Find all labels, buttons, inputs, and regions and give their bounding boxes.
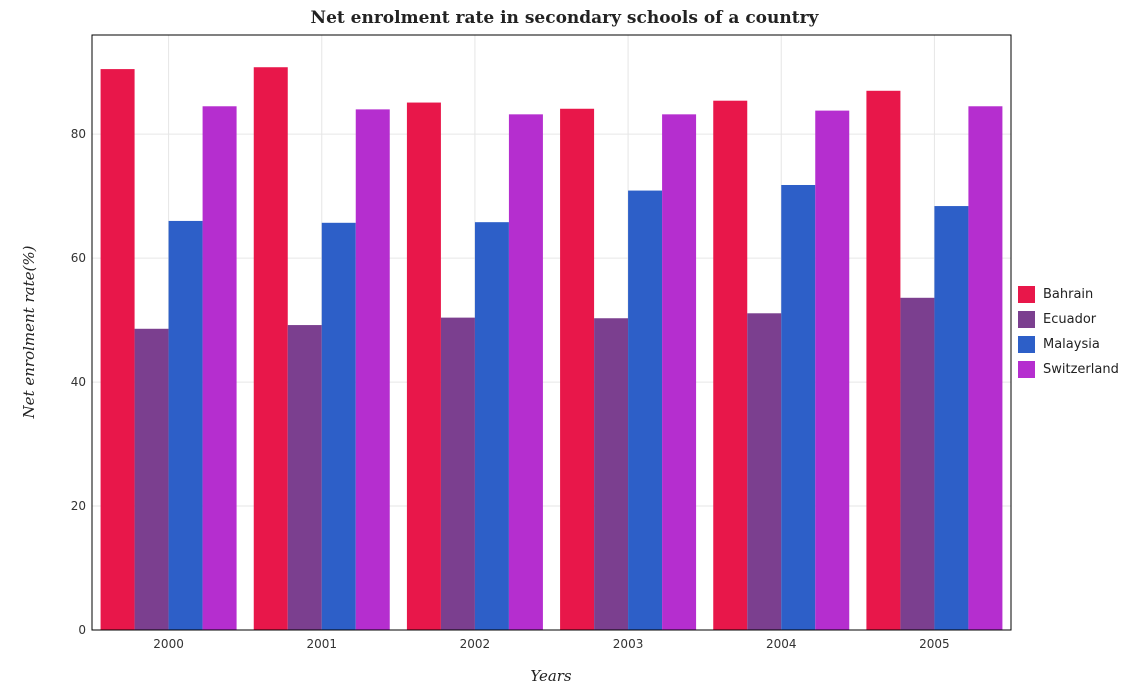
bar-malaysia-2002: [474, 222, 509, 631]
x-tick-label: 2003: [613, 637, 644, 651]
bar-bahrain-2004: [713, 100, 748, 630]
legend-label: Switzerland: [1043, 362, 1119, 377]
bar-switzerland-2003: [662, 114, 697, 631]
y-tick-label: 40: [71, 375, 86, 389]
bar-switzerland-2004: [815, 110, 850, 631]
x-tick-label: 2005: [919, 637, 950, 651]
legend-swatch: [1018, 311, 1035, 328]
legend-item-malaysia: Malaysia: [1018, 332, 1119, 357]
bar-ecuador-2000: [134, 328, 169, 630]
legend: Bahrain Ecuador Malaysia Switzerland: [1018, 282, 1119, 382]
legend-label: Malaysia: [1043, 337, 1100, 352]
bar-ecuador-2003: [594, 318, 629, 630]
legend-label: Bahrain: [1043, 287, 1094, 302]
bar-bahrain-2003: [560, 108, 595, 631]
bar-malaysia-2004: [781, 184, 816, 631]
bar-malaysia-2003: [628, 190, 663, 631]
bar-bahrain-2005: [866, 90, 901, 630]
bar-malaysia-2000: [168, 220, 203, 630]
bar-switzerland-2002: [508, 114, 543, 631]
bar-switzerland-2000: [202, 106, 237, 630]
y-tick-label: 20: [71, 499, 86, 513]
bar-ecuador-2004: [747, 313, 782, 630]
y-tick-label: 60: [71, 251, 86, 265]
legend-label: Ecuador: [1043, 312, 1097, 327]
bar-ecuador-2002: [440, 317, 475, 630]
bar-switzerland-2001: [355, 109, 390, 630]
legend-item-ecuador: Ecuador: [1018, 307, 1119, 332]
legend-swatch: [1018, 336, 1035, 353]
x-tick-label: 2001: [306, 637, 337, 651]
legend-swatch: [1018, 361, 1035, 378]
x-tick-label: 2002: [460, 637, 491, 651]
y-tick-label: 0: [78, 623, 86, 637]
x-tick-label: 2000: [153, 637, 184, 651]
bar-malaysia-2005: [934, 206, 969, 630]
legend-item-switzerland: Switzerland: [1018, 357, 1119, 382]
chart-title: Net enrolment rate in secondary schools …: [310, 8, 819, 28]
plot-frame: [91, 34, 1012, 631]
legend-swatch: [1018, 286, 1035, 303]
legend-item-bahrain: Bahrain: [1018, 282, 1119, 307]
bar-malaysia-2001: [321, 222, 356, 630]
bar-switzerland-2005: [968, 106, 1003, 630]
x-axis-label: Years: [530, 667, 572, 685]
tick-labels: 0 20 40 60 80 2000 2001 2002 2003 2004 2005: [71, 127, 950, 651]
bar-bahrain-2002: [406, 102, 441, 630]
bar-bahrain-2001: [253, 67, 288, 630]
bar-ecuador-2005: [900, 297, 935, 630]
bar-ecuador-2001: [287, 325, 322, 630]
bars: [100, 67, 1003, 631]
y-axis-label: Net enrolment rate(%): [20, 245, 38, 419]
y-tick-label: 80: [71, 127, 86, 141]
x-tick-label: 2004: [766, 637, 797, 651]
bar-bahrain-2000: [100, 69, 135, 630]
